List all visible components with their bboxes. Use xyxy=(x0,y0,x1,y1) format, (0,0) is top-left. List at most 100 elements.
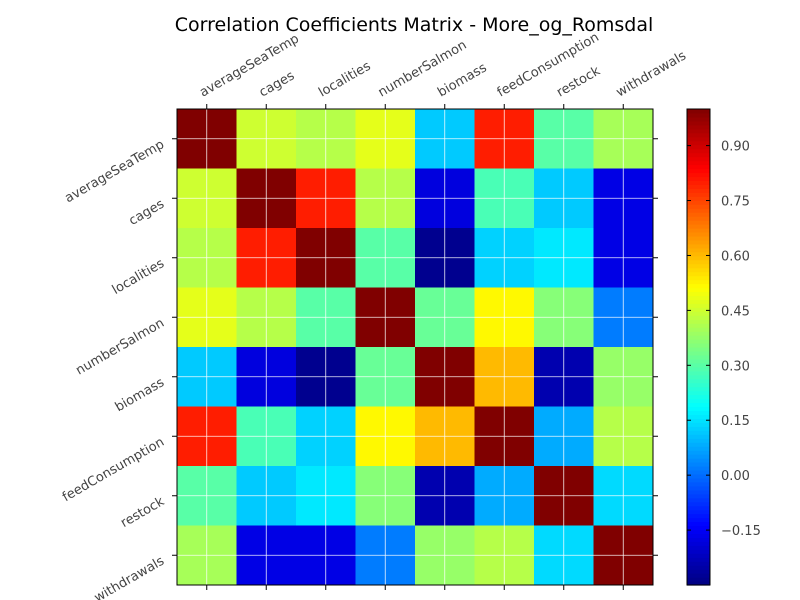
colorbar-segment xyxy=(687,434,710,439)
colorbar-segment xyxy=(687,339,710,344)
plot-frame xyxy=(176,108,654,586)
colorbar-segment xyxy=(687,565,710,570)
colorbar-segment xyxy=(687,196,710,201)
colorbar-tick-label: 0.30 xyxy=(721,359,750,374)
colorbar-segment xyxy=(687,331,710,336)
colorbar-segment xyxy=(687,386,710,392)
colorbar-segment xyxy=(687,124,710,130)
colorbar-segment xyxy=(687,501,710,507)
colorbar-segment xyxy=(687,446,710,451)
colorbar-segment xyxy=(687,581,710,586)
colorbar-segment xyxy=(687,418,710,423)
colorbar-segment xyxy=(687,450,710,455)
colorbar-segment xyxy=(687,557,710,562)
colorbar-segment xyxy=(687,120,710,126)
colorbar-segment xyxy=(687,458,710,463)
colorbar-segment xyxy=(687,545,710,550)
colorbar-segment xyxy=(687,235,710,241)
colorbar-segment xyxy=(687,561,710,566)
colorbar-segment xyxy=(687,422,710,427)
colorbar-segment xyxy=(687,156,710,162)
x-tick-label: cages xyxy=(257,68,298,100)
colorbar-segment xyxy=(687,295,710,300)
colorbar-segment xyxy=(687,493,710,499)
y-tick-label: restock xyxy=(118,494,167,531)
colorbar-segment xyxy=(687,489,710,495)
colorbar-segment xyxy=(687,216,710,221)
colorbar-segment xyxy=(687,311,710,316)
colorbar-segment xyxy=(687,573,710,578)
colorbar-segment xyxy=(687,160,710,166)
colorbar-segment xyxy=(687,323,710,328)
colorbar-segment xyxy=(687,378,710,384)
y-tick-label: feedConsumption xyxy=(60,435,167,505)
colorbar-segment xyxy=(687,394,710,400)
colorbar-segment xyxy=(687,132,710,138)
colorbar-segment xyxy=(687,140,710,146)
colorbar-segment xyxy=(687,481,710,487)
colorbar-segment xyxy=(687,164,710,170)
colorbar-segment xyxy=(687,374,710,380)
colorbar-tick-label: 0.45 xyxy=(721,304,750,319)
colorbar-segment xyxy=(687,335,710,340)
colorbar-tick-label: 0.90 xyxy=(721,140,750,155)
colorbar-segment xyxy=(687,521,710,527)
colorbar-segment xyxy=(687,347,710,352)
colorbar-segment xyxy=(687,152,710,158)
colorbar-segment xyxy=(687,259,710,265)
colorbar-segment xyxy=(687,525,710,531)
colorbar-segment xyxy=(687,299,710,304)
heatmap-cells xyxy=(177,109,654,586)
y-tick-label: biomass xyxy=(113,375,167,415)
colorbar-segment xyxy=(687,469,710,475)
colorbar-segment xyxy=(687,128,710,134)
colorbar-tick-label: −0.15 xyxy=(721,524,761,539)
colorbar-segment xyxy=(687,473,710,479)
colorbar-segment xyxy=(687,505,710,511)
colorbar-segment xyxy=(687,438,710,443)
colorbar-segment xyxy=(687,228,710,233)
colorbar-segment xyxy=(687,354,710,360)
x-tick-label: biomass xyxy=(435,60,489,100)
colorbar-segment xyxy=(687,148,710,154)
colorbar-segment xyxy=(687,398,710,404)
colorbar-segment xyxy=(687,442,710,447)
colorbar-segment xyxy=(687,466,710,471)
colorbar-frame xyxy=(686,108,711,586)
colorbar-segment xyxy=(687,251,710,257)
x-tick-label: withdrawals xyxy=(614,48,689,100)
colorbar-segment xyxy=(687,168,710,174)
colorbar-segment xyxy=(687,430,710,435)
colorbar-segment xyxy=(687,537,710,542)
colorbar-tick-label: 0.00 xyxy=(721,469,750,484)
colorbar-segment xyxy=(687,541,710,546)
colorbar-segment xyxy=(687,109,710,114)
colorbar-segment xyxy=(687,319,710,324)
colorbar-tick-label: 0.75 xyxy=(721,195,750,210)
colorbar-segment xyxy=(687,553,710,558)
y-tick-label: numberSalmon xyxy=(73,316,167,379)
colorbar-segment xyxy=(687,172,710,178)
colorbar-segment xyxy=(687,112,710,118)
colorbar-segment xyxy=(687,517,710,523)
colorbar-segment xyxy=(687,549,710,554)
colorbar-segment xyxy=(687,509,710,515)
colorbar-segment xyxy=(687,513,710,519)
colorbar-tick-label: 0.15 xyxy=(721,414,750,429)
y-tick-label: averageSeaTemp xyxy=(62,137,167,206)
colorbar-segment xyxy=(687,414,710,419)
y-tick-label: localities xyxy=(110,256,167,298)
colorbar-segment xyxy=(687,220,710,225)
colorbar-segment xyxy=(687,255,710,261)
colorbar-segment xyxy=(687,239,710,245)
colorbar-segment xyxy=(687,283,710,289)
colorbar-segment xyxy=(687,291,710,297)
colorbar-tick-label: 0.60 xyxy=(721,249,750,264)
colorbar-segment xyxy=(687,382,710,388)
colorbar-segment xyxy=(687,406,710,412)
colorbar-segment xyxy=(687,144,710,150)
x-tick-label: averageSeaTemp xyxy=(197,31,302,100)
colorbar-segment xyxy=(687,366,710,372)
colorbar-segment xyxy=(687,176,710,181)
